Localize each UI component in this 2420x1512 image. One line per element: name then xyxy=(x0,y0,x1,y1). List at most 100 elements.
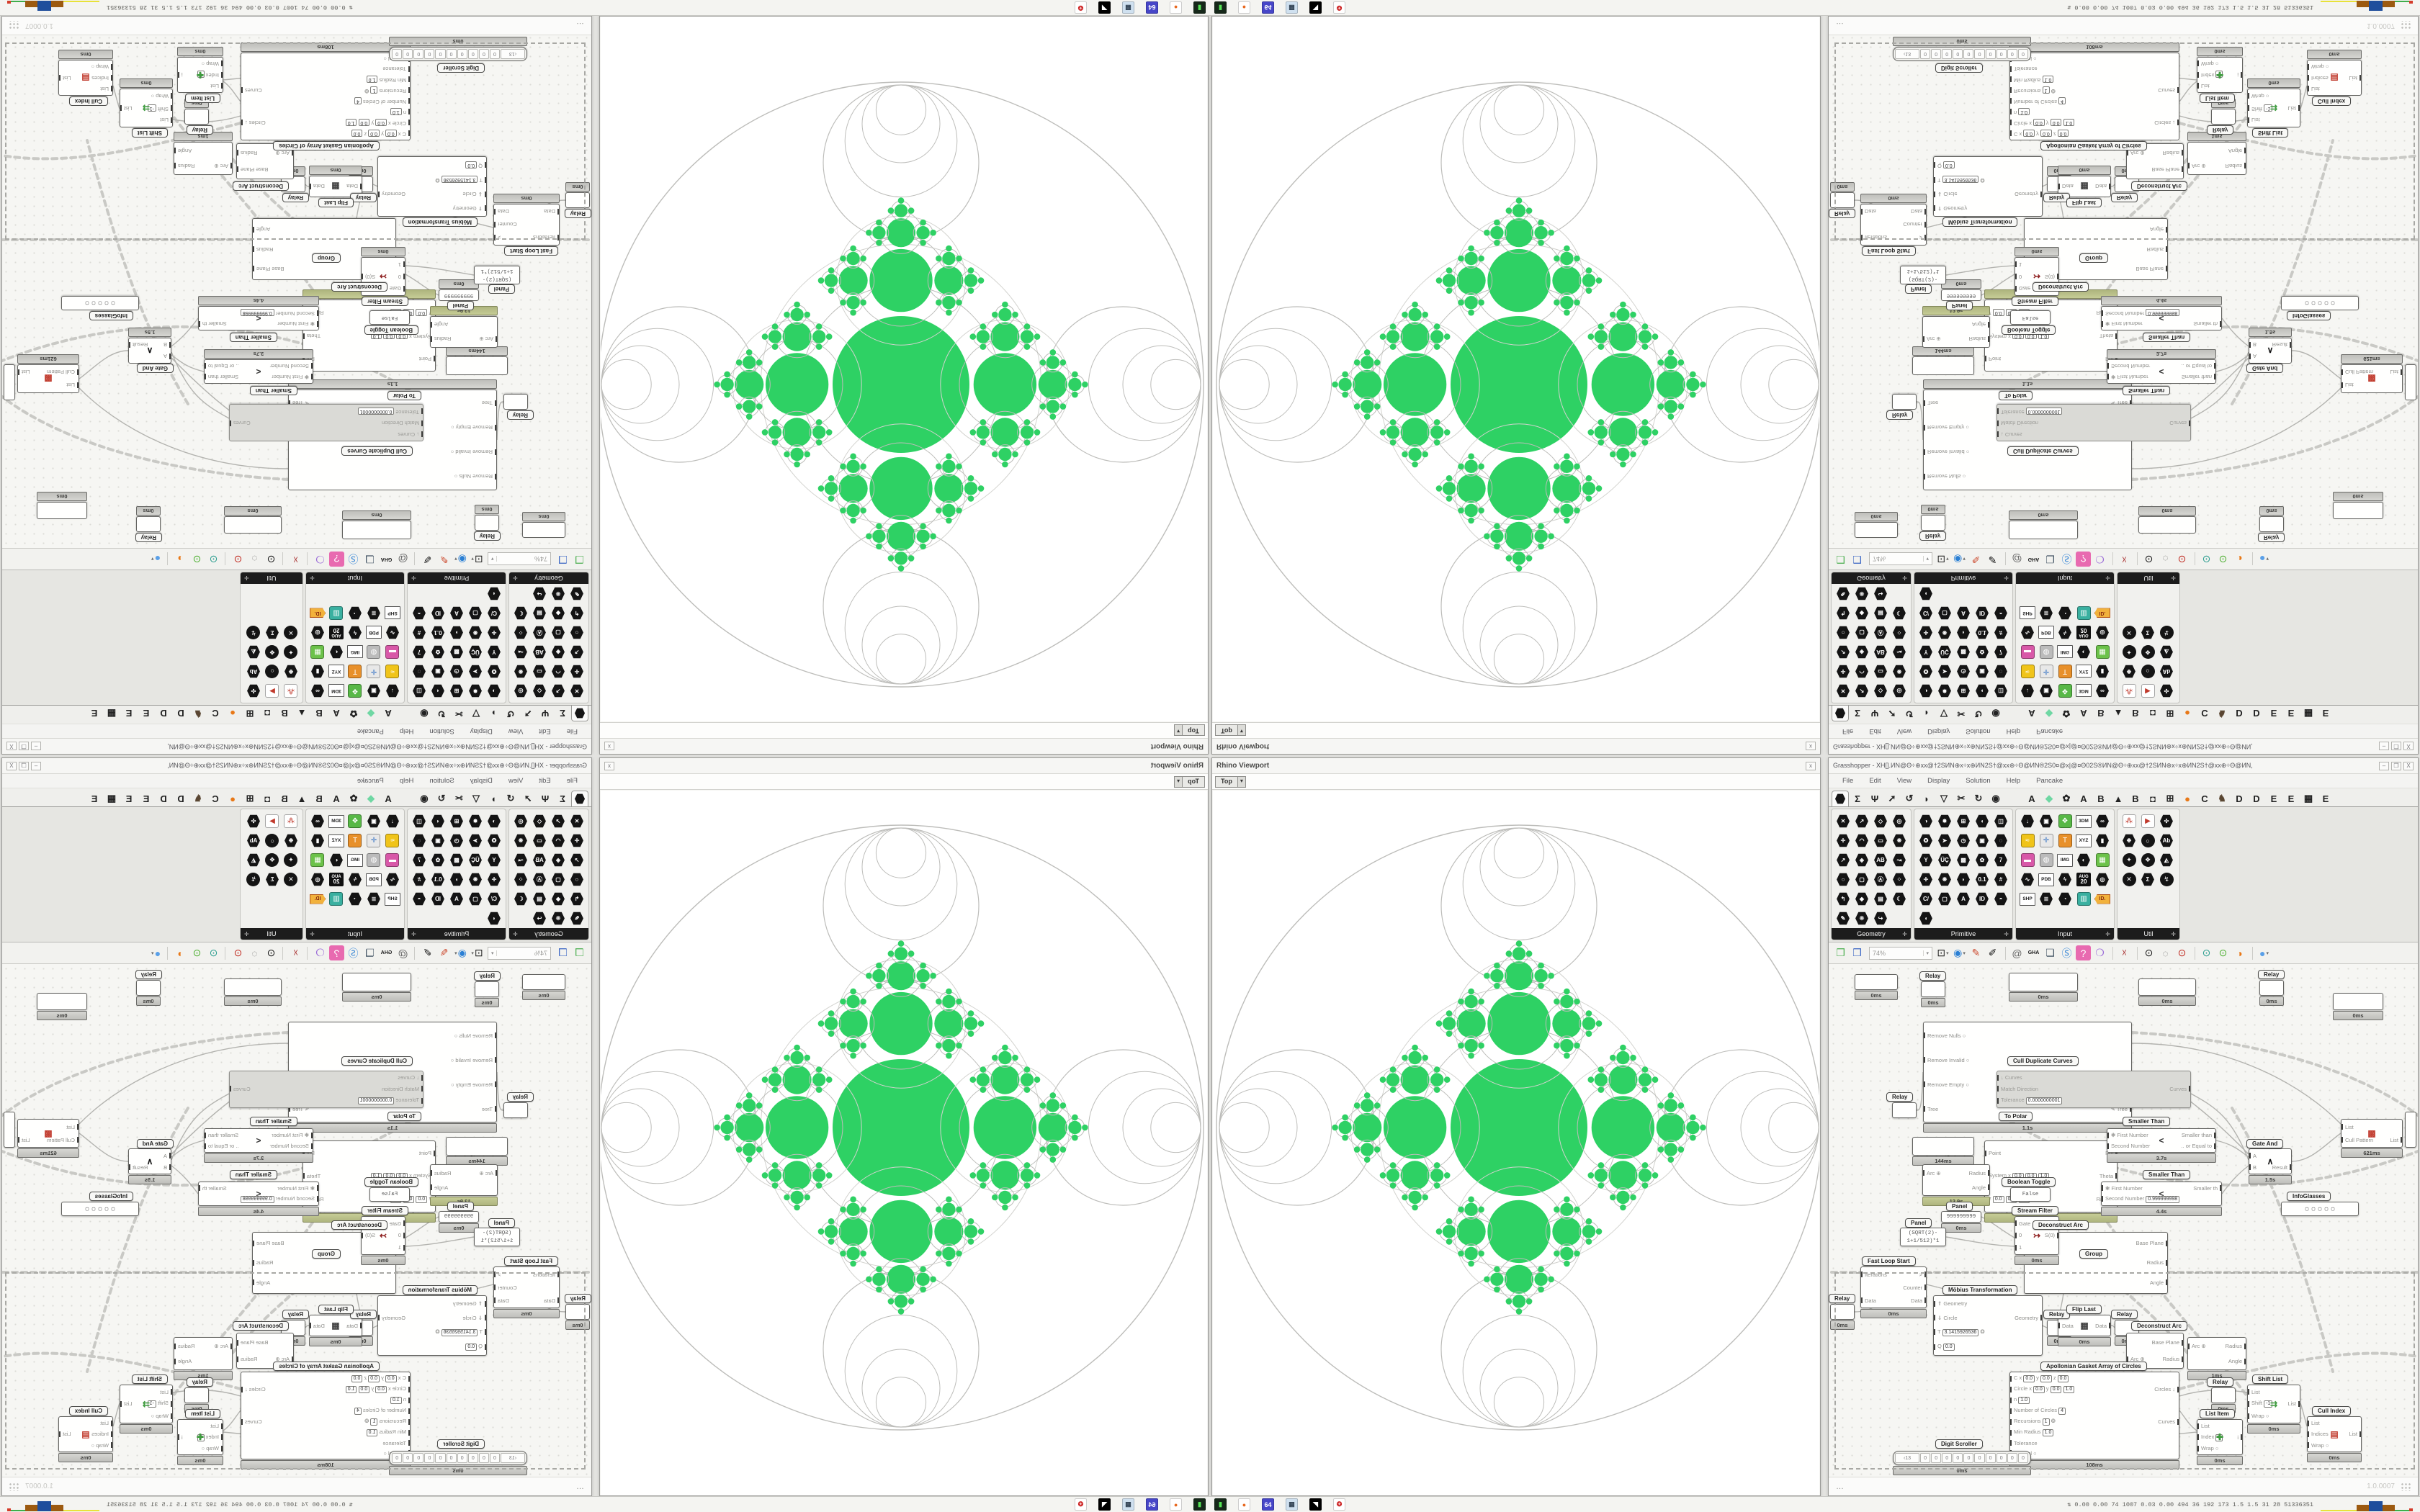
ribbon-icon-input-17[interactable]: ϟ xyxy=(2056,870,2074,889)
taskbar-red-badge-icon[interactable]: ❂ xyxy=(1333,1498,1345,1511)
ribbon-panel-label-geometry[interactable]: Geometry ✛ xyxy=(1832,572,1911,584)
gh-node-body[interactable] xyxy=(446,356,508,375)
gh-tab-plugin-7[interactable]: ◘ xyxy=(2150,708,2156,719)
gh-node-body[interactable]: A B Result ∧ xyxy=(128,338,171,364)
save-file-icon[interactable]: ❒ xyxy=(1852,947,1862,958)
gh-tab-plugin-1[interactable]: ◆ xyxy=(2045,708,2053,719)
ribbon-icon-geometry-18[interactable]: ▤ xyxy=(1871,889,1890,909)
viewport-tab-arrow-icon[interactable]: ▾ xyxy=(1175,776,1183,787)
ribbon-icon-util-7[interactable]: ❖ xyxy=(263,642,282,662)
ribbon-icon-geometry-22[interactable]: ↪ xyxy=(1871,909,1890,928)
ribbon-icon-geometry-2[interactable]: ◇ xyxy=(1871,811,1890,831)
gh-tab-main-9[interactable]: ◉ xyxy=(1991,793,2000,804)
ribbon-icon-input-5[interactable]: ≈ xyxy=(2018,831,2037,850)
gh-resize-grip[interactable] xyxy=(9,1482,19,1491)
ribbon-icon-geometry-7[interactable]: ❋ xyxy=(1890,831,1909,850)
gh-node-body[interactable]: ↓ Curves Match Direction Curves Tolerance 0… xyxy=(1996,1071,2191,1108)
ribbon-icon-geometry-20[interactable]: ✎ xyxy=(1834,584,1852,603)
ribbon-icon-input-23[interactable]: ▥ xyxy=(2074,603,2093,623)
ribbon-icon-geometry-10[interactable]: AB xyxy=(1871,642,1890,662)
gh-node-label[interactable]: Relay xyxy=(1829,1294,1856,1303)
gh-menu-file[interactable]: File xyxy=(566,727,578,735)
ribbon-icon-input-7[interactable]: T xyxy=(346,831,364,850)
gh-tab-main-2[interactable]: Ψ xyxy=(541,793,550,804)
ribbon-icon-input-21[interactable]: ≣ xyxy=(364,603,383,623)
gh-node-body[interactable]: Arc ⊕ Radius Angle xyxy=(430,316,498,348)
ribbon-icon-geometry-1[interactable]: ↗ xyxy=(1852,681,1871,701)
ribbon-panel-label-util[interactable]: Util ✛ xyxy=(241,572,302,584)
gh-node-label[interactable]: Relay xyxy=(2043,1310,2071,1319)
panel-grip-icon[interactable]: ✛ xyxy=(2004,930,2009,937)
ribbon-icon-primitive-15[interactable]: ✛ xyxy=(1917,870,1935,889)
gh-node-body[interactable]: ↓ Curves Match Direction Curves Tolerance 0… xyxy=(1996,404,2191,441)
wire-display-icon[interactable]: ☓ xyxy=(2121,947,2128,958)
gh-tab-plugin-0[interactable]: A xyxy=(385,793,392,804)
taskbar-firefox-icon[interactable]: ● xyxy=(1238,1,1250,14)
ribbon-icon-input-4[interactable]: ∞ xyxy=(308,681,327,701)
gh-tab-plugin-15[interactable]: E xyxy=(125,793,133,804)
ribbon-icon-input-7[interactable]: T xyxy=(346,662,364,681)
gh-node-label[interactable]: Smaller Than xyxy=(2123,386,2171,395)
screenshot-icon[interactable]: ❏ xyxy=(365,554,375,565)
gh-node-label[interactable]: Stream Filter xyxy=(362,1206,408,1215)
gh-node-body[interactable] xyxy=(522,522,565,538)
ribbon-icon-primitive-8[interactable]: ▣ xyxy=(429,831,447,850)
gh-tab-plugin-17[interactable]: E xyxy=(91,793,98,804)
ribbon-icon-primitive-6[interactable]: ➤ xyxy=(1935,662,1954,681)
cylinder-teal-icon[interactable]: ⊙ xyxy=(2202,947,2211,958)
ribbon-icon-input-0[interactable]: ↓ xyxy=(383,681,402,701)
ribbon-icon-primitive-23[interactable]: ID xyxy=(1973,603,1991,623)
gh-node-label[interactable]: Relay xyxy=(1886,410,1914,420)
ribbon-icon-util-0[interactable]: ⁂ xyxy=(2120,811,2138,831)
gh-tab-plugin-4[interactable]: B xyxy=(315,708,323,719)
gh-node-label[interactable]: Panel xyxy=(1946,301,1973,310)
open-file-icon[interactable]: ❐ xyxy=(575,947,584,958)
ribbon-icon-primitive-19[interactable]: # xyxy=(1991,623,2010,642)
gh-node-label[interactable]: Cull Index xyxy=(2312,1406,2352,1416)
gh-tab-plugin-14[interactable]: E xyxy=(143,708,150,719)
gh-node-label[interactable]: Fast Loop Start xyxy=(504,1256,558,1266)
ribbon-icon-geometry-16[interactable]: ↰ xyxy=(1834,603,1852,623)
ribbon-icon-primitive-15[interactable]: ✛ xyxy=(1917,623,1935,642)
ribbon-icon-primitive-1[interactable]: ✸ xyxy=(1935,811,1954,831)
gh-tab-plugin-1[interactable]: ◆ xyxy=(367,793,375,804)
gh-tab-plugin-11[interactable]: ♞ xyxy=(194,793,202,804)
taskbar-rhino-icon[interactable]: ◥ xyxy=(1309,1,1322,14)
gh-node-body[interactable] xyxy=(503,1102,528,1118)
ribbon-icon-primitive-23[interactable]: ID xyxy=(429,889,447,909)
ribbon-icon-input-5[interactable]: ≈ xyxy=(2018,662,2037,681)
ribbon-icon-primitive-22[interactable]: A xyxy=(447,889,466,909)
ribbon-icon-primitive-13[interactable]: ✿ xyxy=(1973,642,1991,662)
taskbar-floppy-64-icon[interactable]: 64 xyxy=(1262,1498,1274,1511)
ribbon-icon-geometry-10[interactable]: AB xyxy=(530,642,549,662)
gh-tab-main-2[interactable]: Ψ xyxy=(1870,708,1879,719)
gh-node-label[interactable]: Relay xyxy=(186,1377,213,1387)
ribbon-icon-geometry-14[interactable]: Ⓐ xyxy=(530,623,549,642)
cylinder-wire-icon[interactable]: ◌ xyxy=(251,947,258,959)
gh-node-body[interactable]: ❃ First Number Smaller th Second Number 0.… xyxy=(2101,306,2222,330)
gh-node-label[interactable]: Relay xyxy=(506,410,534,420)
gh-menu-solution[interactable]: Solution xyxy=(429,777,454,785)
ribbon-icon-geometry-5[interactable]: ◠ xyxy=(1852,831,1871,850)
ribbon-panel-label-geometry[interactable]: Geometry ✛ xyxy=(1832,928,1911,940)
help-pink-icon[interactable]: ? xyxy=(2076,945,2091,960)
panel-grip-icon[interactable]: ✛ xyxy=(310,930,315,937)
gh-node-body[interactable] xyxy=(2009,973,2078,991)
ribbon-icon-primitive-2[interactable]: ⊞ xyxy=(447,681,466,701)
ribbon-icon-input-23[interactable]: ▥ xyxy=(327,603,346,623)
taskbar-red-badge-icon[interactable]: ❂ xyxy=(1075,1498,1087,1511)
gh-maximize-button[interactable]: ❐ xyxy=(19,761,29,770)
ribbon-icon-geometry-4[interactable]: ✛ xyxy=(568,831,586,850)
ribbon-icon-geometry-6[interactable]: ▭ xyxy=(530,662,549,681)
ribbon-icon-geometry-17[interactable]: ◆ xyxy=(549,889,568,909)
gh-tab-plugin-8[interactable]: ⊞ xyxy=(2166,793,2174,804)
ribbon-icon-primitive-24[interactable]: ◓ xyxy=(1991,603,2010,623)
gh-tab-plugin-13[interactable]: D xyxy=(2253,708,2260,719)
search-s-icon[interactable]: Ⓢ xyxy=(2061,553,2072,565)
ribbon-icon-geometry-15[interactable]: ⁘ xyxy=(511,623,530,642)
ribbon-icon-input-1[interactable]: ▣ xyxy=(364,681,383,701)
gh-tab-params[interactable] xyxy=(571,791,588,806)
ribbon-icon-util-4[interactable]: ○ xyxy=(263,662,282,681)
sketch-tool-icon[interactable]: ✐ xyxy=(423,947,432,958)
gh-node-label[interactable]: Group xyxy=(2079,1249,2108,1259)
